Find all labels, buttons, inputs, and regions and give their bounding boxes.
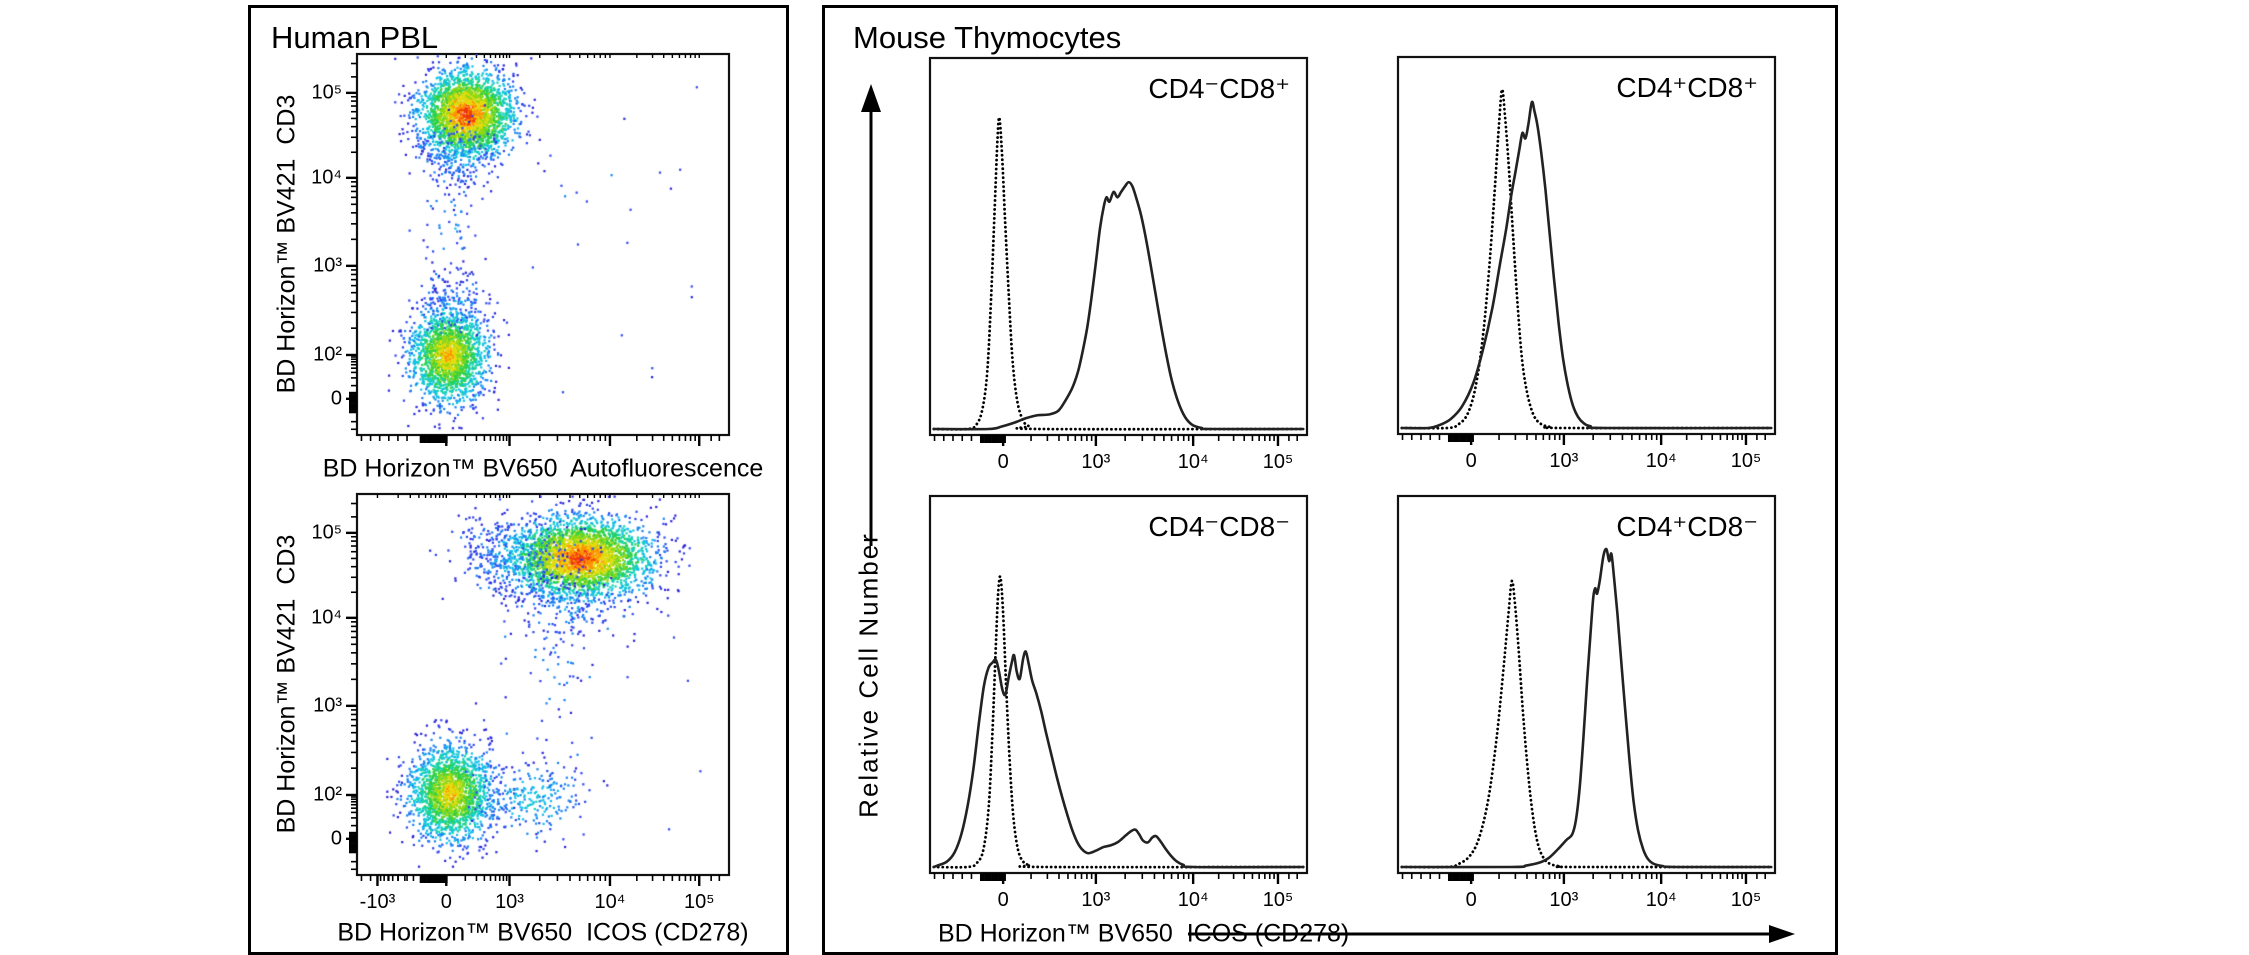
arrow-right-icon <box>1188 925 1795 943</box>
histogram-curve-stained <box>1400 100 1773 430</box>
hist3-x-tick-1: 10³ <box>1081 889 1111 911</box>
plot2-y-tick-0: 10⁵ <box>311 521 342 544</box>
hist3-x-tick-3: 10⁵ <box>1262 889 1294 911</box>
histogram-curve-control <box>1400 579 1773 869</box>
plot2-x-tick-2: 10³ <box>495 891 524 913</box>
hist2-x-tick-0: 0 <box>1465 450 1477 472</box>
mouse-thymocytes-panel: Mouse Thymocytes CD4⁻CD8⁺ CD4⁺CD8⁺ CD4⁻C… <box>822 5 1838 955</box>
hist1-x-tick-0: 0 <box>997 451 1009 473</box>
x-axis-label-icos: BD Horizon™ BV650 ICOS (CD278) <box>938 919 1350 948</box>
hist2-x-tick-3: 10⁵ <box>1730 450 1762 472</box>
x-axis-label-plot2: BD Horizon™ BV650 ICOS (CD278) <box>337 918 749 947</box>
plot2-y-tick-3: 10² <box>313 783 342 806</box>
hist4-x-tick-1: 10³ <box>1549 889 1579 911</box>
plot2-y-tick-2: 10³ <box>313 694 342 717</box>
y-axis-label-plot1: BD Horizon™ BV421 CD3 <box>272 94 301 394</box>
hist1-x-tick-2: 10⁴ <box>1177 451 1209 473</box>
histogram-label-cd4pos-cd8pos: CD4⁺CD8⁺ <box>1616 72 1758 103</box>
plot1-y-tick-1: 10⁴ <box>311 166 342 189</box>
histogram-curve-stained <box>932 650 1305 869</box>
arrow-up-icon <box>861 84 881 546</box>
hist2-x-tick-2: 10⁴ <box>1645 450 1677 472</box>
hist4-x-tick-2: 10⁴ <box>1645 889 1677 911</box>
hist2-x-tick-1: 10³ <box>1549 450 1579 472</box>
plot1-y-tick-3: 10² <box>313 343 342 366</box>
histogram-curve-stained <box>1400 547 1773 869</box>
histogram-curve-control <box>1400 88 1773 430</box>
hist4-x-tick-0: 0 <box>1465 889 1477 911</box>
histogram-label-cd4neg-cd8pos: CD4⁻CD8⁺ <box>1148 73 1290 104</box>
x-axis-label-plot1: BD Horizon™ BV650 Autofluorescence <box>322 454 764 483</box>
plot2-x-tick-0: -10³ <box>359 891 396 913</box>
histogram-curve-stained <box>932 180 1305 431</box>
human-pbl-panel: Human PBL BD Horizon™ BV421 CD3 BD Horiz… <box>248 5 789 955</box>
dot-plot-autofluorescence-vs-cd3 <box>357 54 729 435</box>
y-axis-label-plot2: BD Horizon™ BV421 CD3 <box>272 534 301 834</box>
plot2-y-tick-1: 10⁴ <box>311 606 342 629</box>
plot1-y-tick-2: 10³ <box>313 254 342 277</box>
plot2-x-tick-4: 10⁵ <box>683 891 715 913</box>
plot2-x-tick-1: 0 <box>440 891 452 913</box>
hist4-x-tick-3: 10⁵ <box>1730 889 1762 911</box>
hist1-x-tick-1: 10³ <box>1081 451 1111 473</box>
hist3-x-tick-2: 10⁴ <box>1177 889 1209 911</box>
histogram-label-cd4neg-cd8neg: CD4⁻CD8⁻ <box>1148 511 1290 542</box>
mouse-thymocytes-axes <box>861 55 1795 943</box>
panel-title-mouse-thymocytes: Mouse Thymocytes <box>853 20 1122 55</box>
panel-title-human-pbl: Human PBL <box>271 20 439 55</box>
dot-plot-icos-vs-cd3 <box>357 494 729 875</box>
plot2-y-tick-4: 0 <box>330 827 342 850</box>
hist1-x-tick-3: 10⁵ <box>1262 451 1294 473</box>
plot2-x-tick-3: 10⁴ <box>594 891 626 913</box>
histogram-curve-control <box>932 575 1305 869</box>
histogram-label-cd4pos-cd8neg: CD4⁺CD8⁻ <box>1616 511 1758 542</box>
hist3-x-tick-0: 0 <box>997 889 1009 911</box>
y-axis-label-relative-cell-number: Relative Cell Number <box>853 532 884 818</box>
plot1-y-tick-4: 0 <box>330 387 342 410</box>
histogram-curve-control <box>932 115 1305 431</box>
plot1-y-tick-0: 10⁵ <box>311 81 342 104</box>
